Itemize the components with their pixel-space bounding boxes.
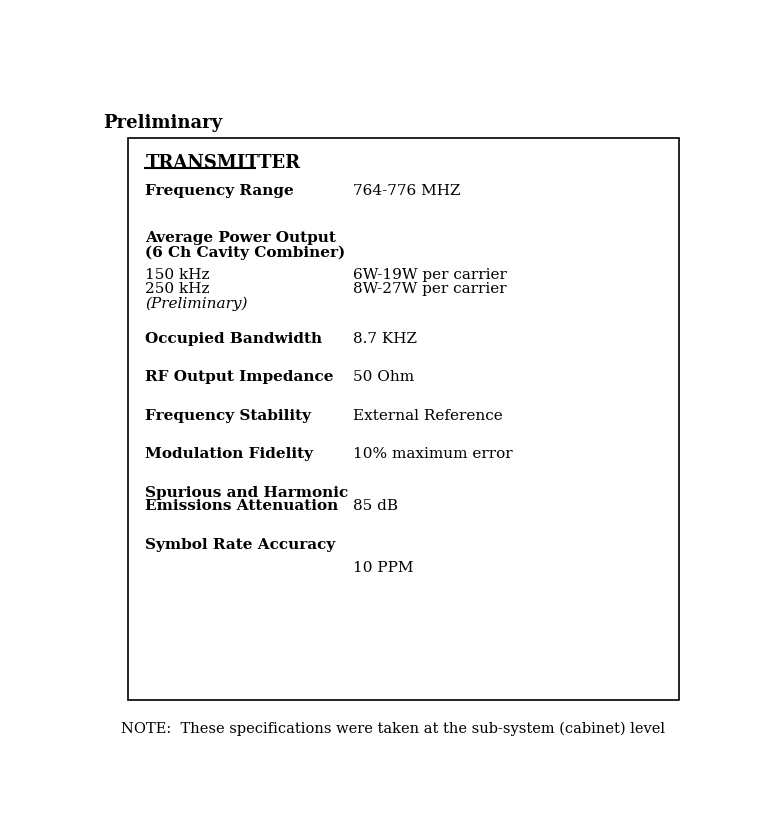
Text: (Preliminary): (Preliminary) (146, 296, 248, 311)
Text: 50 Ohm: 50 Ohm (353, 370, 414, 384)
FancyBboxPatch shape (129, 137, 679, 700)
Text: 250 kHz: 250 kHz (146, 282, 210, 297)
Text: Frequency Range: Frequency Range (146, 184, 294, 198)
Text: Modulation Fidelity: Modulation Fidelity (146, 447, 313, 461)
Text: 10% maximum error: 10% maximum error (353, 447, 513, 461)
Text: 8W-27W per carrier: 8W-27W per carrier (353, 282, 507, 297)
Text: External Reference: External Reference (353, 409, 503, 422)
Text: Spurious and Harmonic: Spurious and Harmonic (146, 485, 349, 499)
Text: Symbol Rate Accuracy: Symbol Rate Accuracy (146, 538, 336, 552)
Text: RF Output Impedance: RF Output Impedance (146, 370, 334, 384)
Text: 85 dB: 85 dB (353, 499, 398, 514)
Text: Preliminary: Preliminary (104, 115, 223, 132)
Text: 150 kHz: 150 kHz (146, 268, 210, 282)
Text: 10 PPM: 10 PPM (353, 561, 414, 575)
Text: 6W-19W per carrier: 6W-19W per carrier (353, 268, 507, 282)
Text: TRANSMITTER: TRANSMITTER (146, 154, 301, 173)
Text: NOTE:  These specifications were taken at the sub-system (cabinet) level: NOTE: These specifications were taken at… (121, 722, 664, 736)
Text: Frequency Stability: Frequency Stability (146, 409, 312, 422)
Text: Average Power Output: Average Power Output (146, 231, 337, 246)
Text: 764-776 MHZ: 764-776 MHZ (353, 184, 460, 198)
Text: (6 Ch Cavity Combiner): (6 Ch Cavity Combiner) (146, 246, 346, 260)
Text: 8.7 KHZ: 8.7 KHZ (353, 332, 417, 345)
Text: Emissions Attenuation: Emissions Attenuation (146, 499, 339, 514)
Text: Occupied Bandwidth: Occupied Bandwidth (146, 332, 323, 345)
